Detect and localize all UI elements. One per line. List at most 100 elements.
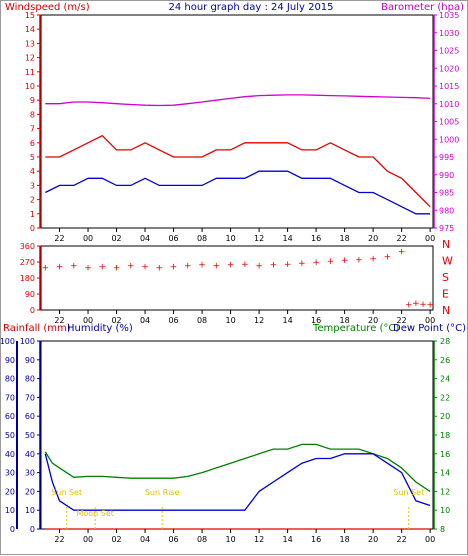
humidity-tick-label: 90 bbox=[25, 356, 35, 365]
humidity-tick-label: 70 bbox=[25, 393, 35, 402]
humidity-tick-label: 60 bbox=[25, 412, 35, 421]
temperature-tick-label: 20 bbox=[440, 412, 450, 421]
direction-point: + bbox=[398, 247, 406, 257]
temperature-axis-title: Temperature (°C) bbox=[312, 323, 399, 334]
humidity-tick-label: 100 bbox=[20, 337, 35, 346]
temperature-tick-label: 14 bbox=[440, 469, 450, 478]
wind-plot-frame bbox=[41, 15, 433, 228]
direction-point: + bbox=[42, 263, 50, 273]
direction-point: + bbox=[384, 253, 392, 263]
humidity-tick-label-outer: 40 bbox=[5, 450, 15, 459]
direction-point: + bbox=[170, 262, 178, 272]
windspeed-tick-label: 14 bbox=[25, 25, 35, 34]
direction-point: + bbox=[327, 257, 335, 267]
direction-point: + bbox=[369, 254, 377, 264]
wind-x-axis-tick-label: 10 bbox=[225, 234, 235, 243]
direction-point: + bbox=[255, 262, 263, 272]
direction-point: + bbox=[426, 301, 434, 311]
humidity-tick-label: 30 bbox=[25, 469, 35, 478]
direction-point: + bbox=[355, 255, 363, 265]
barometer-tick-label: 1015 bbox=[439, 82, 459, 91]
windspeed-axis-title: Windspeed (m/s) bbox=[5, 2, 90, 13]
wind-x-axis-tick-label: 08 bbox=[197, 234, 207, 243]
barometer-tick-label: 1005 bbox=[439, 118, 459, 127]
direction-x-axis-tick-label: 12 bbox=[254, 316, 264, 325]
direction-tick-label: 270 bbox=[20, 258, 35, 267]
direction-x-axis-tick-label: 04 bbox=[140, 316, 150, 325]
windspeed-tick-label: 10 bbox=[25, 82, 35, 91]
direction-tick-label: 360 bbox=[20, 242, 35, 251]
humidity-tick-label: 50 bbox=[25, 431, 35, 440]
graph-title: 24 hour graph day : 24 July 2015 bbox=[168, 2, 333, 13]
temp-x-axis-tick-label: 16 bbox=[311, 535, 321, 544]
barometer-tick-label: 1010 bbox=[439, 100, 459, 109]
direction-point: + bbox=[184, 262, 192, 272]
direction-point: + bbox=[84, 263, 92, 273]
direction-point: + bbox=[284, 260, 292, 270]
temperature-tick-label: 28 bbox=[440, 337, 450, 346]
temp-x-axis-tick-label: 12 bbox=[254, 535, 264, 544]
windspeed-tick-label: 12 bbox=[25, 54, 35, 63]
direction-x-axis-tick-label: 08 bbox=[197, 316, 207, 325]
temperature-tick-label: 26 bbox=[440, 356, 450, 365]
barometer-tick-label: 1030 bbox=[439, 29, 459, 38]
windspeed-tick-label: 6 bbox=[30, 139, 35, 148]
wind-x-axis-tick-label: 12 bbox=[254, 234, 264, 243]
barometer-tick-label: 1000 bbox=[439, 135, 459, 144]
dewpoint-line bbox=[45, 454, 430, 510]
direction-point: + bbox=[298, 259, 306, 269]
compass-label: E bbox=[442, 288, 449, 301]
direction-x-axis-tick-label: 22 bbox=[54, 316, 64, 325]
windspeed-tick-label: 3 bbox=[30, 181, 35, 190]
windspeed-tick-label: 7 bbox=[30, 125, 35, 134]
windspeed-tick-label: 4 bbox=[30, 167, 35, 176]
barometer-tick-label: 990 bbox=[439, 171, 454, 180]
barometer-tick-label: 980 bbox=[439, 206, 454, 215]
temp-x-axis-tick-label: 08 bbox=[197, 535, 207, 544]
humidity-tick-label-outer: 10 bbox=[5, 506, 15, 515]
sun-moon-label: Sun Set bbox=[51, 488, 82, 497]
wind-x-axis-tick-label: 00 bbox=[83, 234, 93, 243]
sun-moon-label: Sun Rise bbox=[145, 488, 180, 497]
direction-point: + bbox=[141, 262, 149, 272]
barometer-tick-label: 1025 bbox=[439, 47, 459, 56]
barometer-tick-label: 975 bbox=[439, 224, 454, 233]
humidity-tick-label-outer: 100 bbox=[1, 337, 15, 346]
windspeed-tick-label: 5 bbox=[30, 153, 35, 162]
humidity-tick-label-outer: 80 bbox=[5, 375, 15, 384]
direction-point: + bbox=[270, 261, 278, 271]
wind-x-axis-tick-label: 18 bbox=[340, 234, 350, 243]
windspeed-tick-label: 8 bbox=[30, 110, 35, 119]
temp-x-axis-tick-label: 14 bbox=[283, 535, 293, 544]
wind-x-axis-tick-label: 16 bbox=[311, 234, 321, 243]
wind-x-axis-tick-label: 00 bbox=[425, 234, 435, 243]
direction-x-axis-tick-label: 00 bbox=[425, 316, 435, 325]
windspeed-tick-label: 1 bbox=[30, 210, 35, 219]
temp-plot-frame bbox=[41, 341, 433, 529]
temp-x-axis-tick-label: 00 bbox=[425, 535, 435, 544]
humidity-tick-label: 0 bbox=[30, 525, 35, 534]
windspeed-tick-label: 13 bbox=[25, 39, 35, 48]
temperature-tick-label: 12 bbox=[440, 487, 450, 496]
barometer-tick-label: 1020 bbox=[439, 64, 459, 73]
temperature-tick-label: 18 bbox=[440, 431, 450, 440]
wind-x-axis-tick-label: 04 bbox=[140, 234, 150, 243]
compass-label: N bbox=[442, 304, 450, 317]
direction-point: + bbox=[227, 261, 235, 271]
direction-point: + bbox=[70, 262, 78, 272]
direction-point: + bbox=[241, 260, 249, 270]
direction-tick-label: 180 bbox=[20, 274, 35, 283]
humidity-tick-label: 80 bbox=[25, 375, 35, 384]
direction-point: + bbox=[341, 256, 349, 266]
wind-x-axis-tick-label: 22 bbox=[397, 234, 407, 243]
direction-x-axis-tick-label: 22 bbox=[397, 316, 407, 325]
direction-x-axis-tick-label: 18 bbox=[340, 316, 350, 325]
direction-point: + bbox=[198, 261, 206, 271]
barometer-tick-label: 995 bbox=[439, 153, 454, 162]
wind-x-axis-tick-label: 22 bbox=[54, 234, 64, 243]
temp-x-axis-tick-label: 22 bbox=[54, 535, 64, 544]
compass-label: W bbox=[442, 255, 453, 268]
direction-point: + bbox=[156, 263, 164, 273]
